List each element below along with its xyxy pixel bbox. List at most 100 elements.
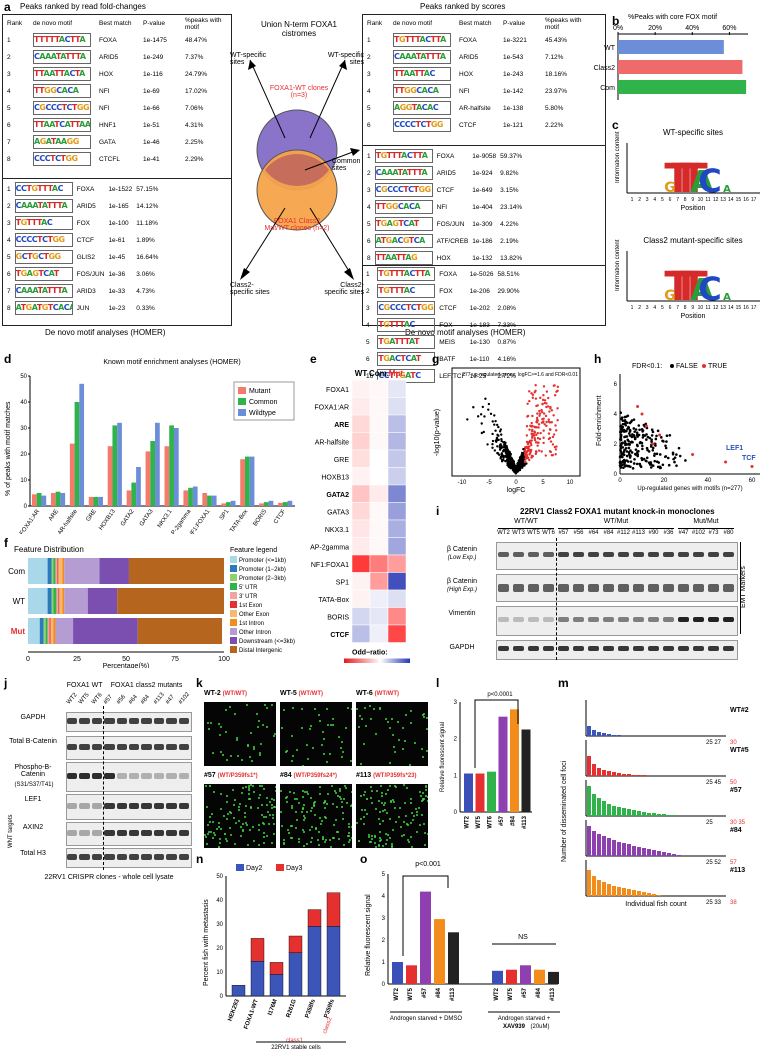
- k-cell-dot: [226, 817, 229, 820]
- o-cond1: Androgen starved + DMSO: [390, 1016, 463, 1022]
- g-point: [533, 436, 536, 440]
- k-cell-dot: [275, 790, 276, 793]
- i-band: [573, 584, 584, 592]
- k-cell-dot: [378, 706, 381, 709]
- g-point: [531, 414, 534, 418]
- motif-cell: TTGGCACA: [31, 83, 97, 100]
- e-cell: [369, 572, 389, 591]
- c-logo-letter: T: [672, 264, 700, 310]
- n-category: FOXA1-WT: [244, 998, 260, 1030]
- g-point: [549, 440, 553, 443]
- f-title: Feature Distribution: [14, 545, 84, 554]
- k-cell-dot: [395, 786, 398, 789]
- k-cell-dot: [322, 737, 325, 740]
- k-cell-dot: [364, 791, 367, 794]
- motif-row: 4 TTGGCACA NFI 1e-69 17.02%: [5, 83, 225, 100]
- best-match-cell: NFI: [99, 105, 110, 112]
- rank-cell: 16: [366, 373, 374, 380]
- k-cell-dot: [341, 751, 344, 754]
- k-fish-images: WT-2 (WT/WT) WT-5 (WT/WT) WT-6 (WT/WT) #57 …: [204, 690, 430, 850]
- g-point: [506, 461, 509, 465]
- k-cell-dot: [224, 837, 227, 840]
- j-band: [153, 718, 165, 724]
- h-point: [651, 446, 655, 450]
- best-match-cell: NFI: [459, 88, 470, 95]
- m-bar: [632, 775, 636, 776]
- k-cell-dot: [392, 828, 395, 831]
- e-row-label: CTCF: [330, 632, 349, 639]
- i-lane-label: #113: [632, 530, 645, 536]
- k-cell-dot: [379, 837, 382, 840]
- h-ytick: 2: [614, 442, 618, 448]
- p-value-cell: 1e-110: [469, 356, 490, 363]
- m-bar: [597, 798, 601, 816]
- k-cell-dot: [338, 837, 341, 840]
- g-point: [529, 440, 532, 444]
- k-cell-dot: [424, 788, 427, 791]
- f-tick: 100: [218, 656, 230, 663]
- k-cell-dot: [378, 707, 381, 710]
- k-cell-dot: [248, 785, 251, 788]
- k-cell-dot: [390, 800, 393, 803]
- g-point: [531, 393, 535, 397]
- k-cell-dot: [382, 809, 385, 812]
- c-logo-letter: C: [698, 162, 721, 200]
- k-fish-image: [204, 702, 276, 766]
- k-cell-dot: [368, 833, 371, 836]
- h-point: [628, 430, 632, 433]
- p-value-cell: 1e-51: [143, 122, 160, 129]
- i-divider: [556, 538, 557, 660]
- j-band: [116, 803, 127, 809]
- g-point: [527, 441, 530, 444]
- k-cell-dot: [271, 807, 274, 810]
- m-ylabel: Number of disseminated cell foci: [561, 760, 568, 862]
- h-point: [660, 436, 663, 439]
- percent-cell: 16.64%: [136, 254, 159, 261]
- g-xtick: -10: [458, 480, 467, 486]
- k-cell-dot: [206, 842, 209, 845]
- k-cell-dot: [371, 838, 374, 841]
- e-cell: [351, 432, 371, 451]
- motif-row: 8 TTAATTAG HOX 1e-132 13.82%: [365, 250, 524, 267]
- e-cell: [369, 397, 389, 416]
- motif-cell: TGTTTAC: [375, 283, 437, 300]
- h-point: [624, 420, 628, 424]
- h-point: [628, 421, 632, 425]
- k-fish-image: [280, 784, 352, 848]
- motif-row: 7 CAAATATTTA ARID3 1e-33 4.73%: [5, 283, 160, 300]
- motif-logo: TGTTTAC: [377, 317, 436, 332]
- j-band: [67, 718, 78, 724]
- g-point: [508, 450, 511, 454]
- k-cell-dot: [246, 743, 249, 746]
- k-cell-dot: [291, 759, 294, 762]
- d-ytick: 0: [24, 504, 28, 510]
- k-cell-dot: [350, 837, 352, 840]
- k-cell-dot: [384, 802, 387, 805]
- e-cell: [369, 414, 389, 433]
- k-cell-dot: [236, 739, 238, 742]
- i-band: [588, 584, 599, 592]
- k-cell-dot: [217, 821, 220, 824]
- motif-logo: CCCCTCTGG: [14, 232, 73, 247]
- k-cell-dot: [337, 830, 340, 833]
- h-point: [623, 462, 626, 466]
- p-value-cell: 1e-61: [108, 237, 126, 244]
- e-cell: [369, 484, 389, 503]
- c-logo-letter: T: [680, 264, 708, 310]
- p-value-cell: 1e-69: [143, 88, 160, 95]
- k-cell-dot: [389, 784, 392, 787]
- k-cell-dot: [422, 822, 425, 825]
- i-band: [603, 552, 614, 557]
- k-cell-dot: [373, 707, 376, 710]
- k-cell-dot: [312, 803, 315, 806]
- j-band: [116, 773, 127, 779]
- e-row-label: NKX3.1: [325, 527, 349, 534]
- g-point: [518, 467, 522, 470]
- e-col-header: Com.: [369, 369, 389, 378]
- g-annotation: 277 up-regulated genes; logFC>=1.6 and F…: [462, 372, 578, 378]
- f-segment: [137, 618, 223, 644]
- p-value-cell: 1e-36: [108, 271, 126, 278]
- k-cell-dot: [231, 788, 234, 791]
- motif-row: 2 CAAATATTTA ARID5 1e-543 7.12%: [365, 49, 585, 66]
- c-position: 16: [743, 197, 749, 203]
